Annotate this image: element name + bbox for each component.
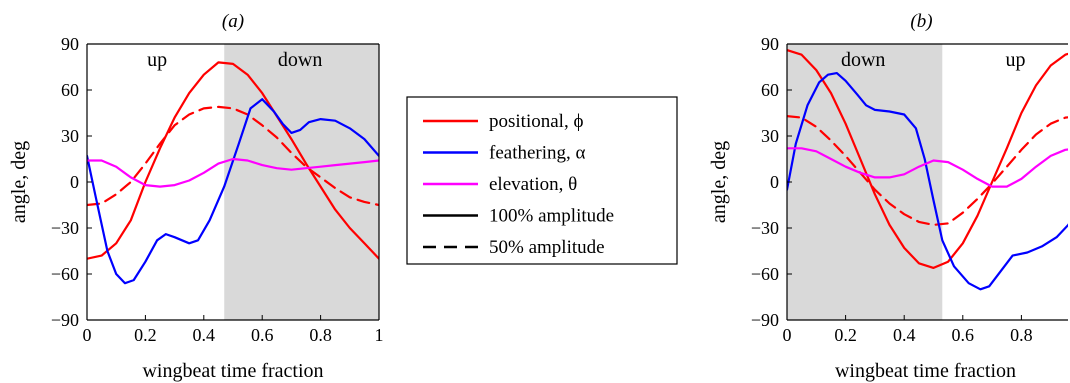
x-tick-label: 0.4 <box>893 325 916 345</box>
series-line-feathering-100pct <box>787 72 1068 291</box>
y-tick-label: 30 <box>761 126 779 146</box>
phase-label-down: down <box>278 49 322 71</box>
x-axis-label: wingbeat time fraction <box>142 360 323 382</box>
x-tick-label: 1 <box>375 325 384 345</box>
shaded-region <box>224 44 379 320</box>
x-tick-label: 0 <box>83 325 92 345</box>
series-line-elevation-100pct <box>87 157 379 188</box>
y-tick-label: −60 <box>51 264 79 284</box>
legend: positional, ϕ feathering, α elevation, θ 10… <box>406 96 678 265</box>
x-tick-label: 0 <box>783 325 792 345</box>
x-tick-label: 0.6 <box>251 325 274 345</box>
series-group <box>87 61 379 285</box>
legend-label: 50% amplitude <box>489 237 605 258</box>
phase-label-down: down <box>841 49 885 71</box>
legend-label: elevation, θ <box>489 174 577 195</box>
x-tick-label: 0.2 <box>134 325 157 345</box>
y-tick-label: −90 <box>751 310 779 330</box>
phase-label-up: up <box>147 49 167 71</box>
phase-label-up: up <box>1006 49 1026 71</box>
y-tick-label: −30 <box>51 218 79 238</box>
shaded-region <box>787 44 943 320</box>
y-tick-label: 0 <box>70 172 79 192</box>
legend-label: feathering, α <box>489 143 586 164</box>
legend-label: 100% amplitude <box>489 206 614 227</box>
panel-title: (b) <box>910 11 932 32</box>
x-tick-label: 0.8 <box>309 325 332 345</box>
series-line-elevation-100pct <box>787 147 1068 188</box>
y-tick-label: −60 <box>751 264 779 284</box>
y-tick-label: 30 <box>61 126 79 146</box>
y-tick-label: −30 <box>751 218 779 238</box>
y-axis-label: angle, deg <box>8 141 30 223</box>
y-tick-label: 0 <box>770 172 779 192</box>
series-group <box>787 49 1068 291</box>
x-tick-label: 0.2 <box>834 325 857 345</box>
series-line-feathering-100pct <box>87 98 379 285</box>
series-line-positional-50pct <box>87 105 379 207</box>
series-line-positional-50pct <box>787 115 1068 226</box>
x-tick-label: 0.8 <box>1010 325 1033 345</box>
x-tick-label: 0.4 <box>193 325 216 345</box>
y-tick-label: 90 <box>61 34 79 54</box>
y-tick-label: 90 <box>761 34 779 54</box>
legend-label: positional, ϕ <box>489 111 583 132</box>
y-tick-label: 60 <box>761 80 779 100</box>
series-line-positional-100pct <box>87 61 379 260</box>
y-axis-label: angle, deg <box>708 141 730 223</box>
y-tick-label: 60 <box>61 80 79 100</box>
panel-title: (a) <box>222 11 244 32</box>
x-axis-label: wingbeat time fraction <box>835 360 1016 382</box>
legend-box <box>406 96 678 265</box>
x-tick-label: 0.6 <box>952 325 975 345</box>
y-tick-label: −90 <box>51 310 79 330</box>
series-line-positional-100pct <box>787 49 1068 269</box>
